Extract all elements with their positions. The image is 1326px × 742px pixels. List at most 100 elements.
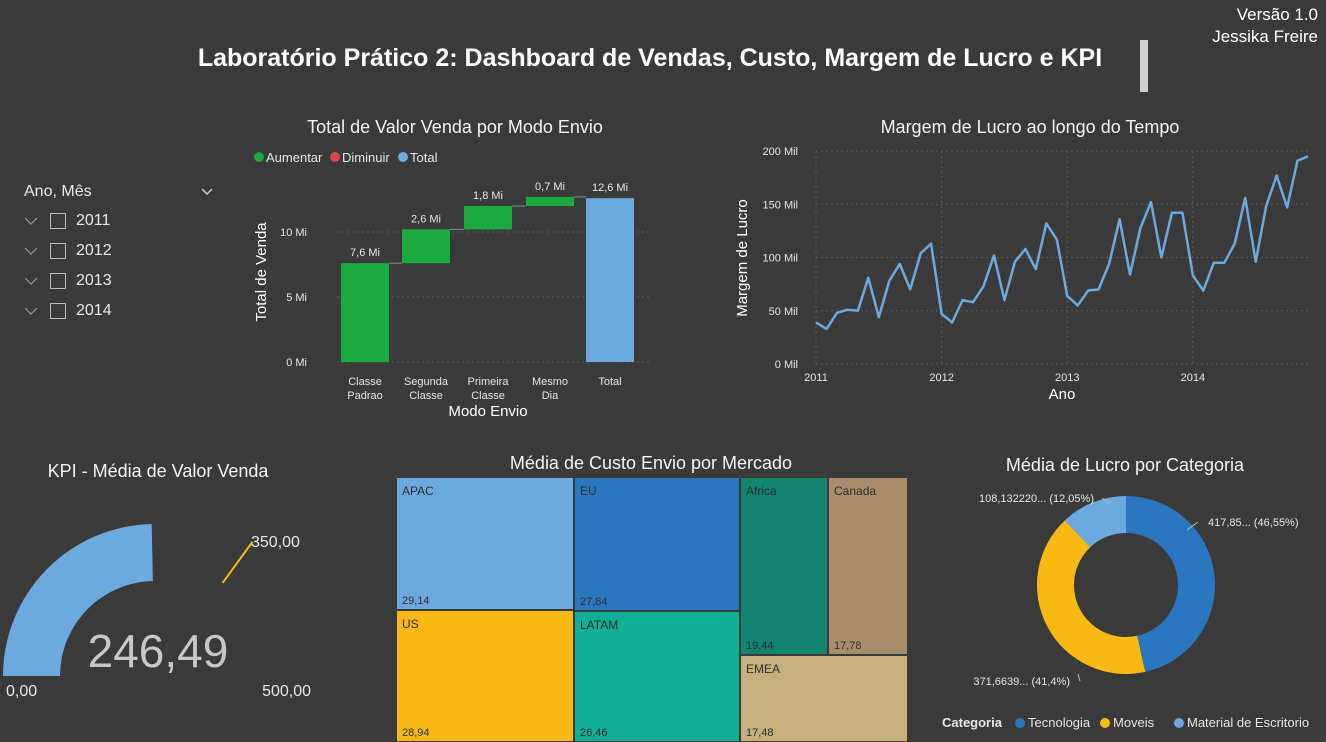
checkbox[interactable] [50, 303, 66, 319]
gauge-value: 246,49 [88, 625, 229, 677]
slice-label: 371,6639... (41,4%) [973, 676, 1070, 688]
category-label: Padrao [347, 390, 382, 402]
donut-slice [1037, 520, 1146, 674]
series-line [815, 155, 1309, 331]
category-label: Dia [542, 390, 559, 402]
y-axis-label: Margem de Lucro [734, 199, 751, 317]
category-label: Primeira [468, 376, 510, 388]
slicer-item-label: 2013 [76, 272, 112, 289]
market-shipping-cost-treemap: APAC 29,14 US 28,94 EU 27,84 LATAM 26,46… [396, 477, 908, 742]
treemap-tile-africa[interactable]: Africa 19,44 [740, 477, 828, 655]
category-label: Classe [409, 390, 443, 402]
waterfall-bar [586, 198, 634, 362]
profit-margin-line-chart[interactable]: 0 Mil 50 Mil 100 Mil 150 Mil 200 Mil 2011 2012… [730, 140, 1320, 410]
treemap-tile-apac[interactable]: APAC 29,14 [396, 477, 574, 610]
legend-marker [330, 152, 340, 162]
waterfall-chart[interactable]: Aumentar Diminuir Total 0 Mi 5 Mi 10 Mi Total … [240, 140, 680, 425]
slicer-item-2013[interactable]: 2013 [24, 266, 214, 296]
legend-marker [1015, 718, 1025, 728]
legend-label: Tecnologia [1028, 715, 1091, 730]
checkbox[interactable] [50, 213, 66, 229]
chevron-expand-icon[interactable] [24, 306, 40, 316]
x-axis-label: Modo Envio [448, 403, 527, 420]
y-tick-label: 100 Mil [763, 253, 798, 265]
category-label: Total [598, 376, 621, 388]
tile-value: 26,46 [580, 727, 608, 739]
author-label: Jessika Freire [1212, 27, 1318, 46]
legend-marker [398, 152, 408, 162]
slicer-item-2012[interactable]: 2012 [24, 236, 214, 266]
kpi-title: KPI - Média de Valor Venda [47, 461, 269, 481]
treemap-tile-latam[interactable]: LATAM 26,46 [574, 611, 740, 742]
slicer-item-label: 2014 [76, 302, 112, 319]
slicer-item-2014[interactable]: 2014 [24, 296, 214, 326]
legend-label: Diminuir [342, 150, 390, 165]
data-label: 2,6 Mi [411, 213, 441, 225]
y-tick-label: 5 Mi [286, 292, 307, 304]
donut-slice [1064, 496, 1126, 548]
gauge-min-label: 0,00 [6, 683, 37, 700]
x-tick-label: 2013 [1055, 372, 1079, 384]
year-month-slicer: Ano, Mês 2011 2012 2013 2014 [24, 180, 214, 326]
legend-label: Material de Escritorio [1187, 715, 1309, 730]
leader-line [1077, 673, 1081, 682]
tile-value: 29,14 [402, 595, 430, 607]
y-tick-label: 50 Mil [769, 306, 798, 318]
x-tick-label: 2012 [929, 372, 953, 384]
version-label: Versão 1.0 [1236, 5, 1318, 24]
tile-value: 28,94 [402, 727, 430, 739]
checkbox[interactable] [50, 273, 66, 289]
category-profit-donut-chart[interactable]: 417,85... (46,55%) 371,6639... (41,4%) 108… [930, 478, 1326, 742]
treemap-tile-eu[interactable]: EU 27,84 [574, 477, 740, 611]
page-title: Laboratório Prático 2: Dashboard de Vend… [197, 44, 1103, 72]
slice-label: 417,85... (46,55%) [1208, 517, 1299, 529]
title-accent-bar [1140, 40, 1148, 92]
y-tick-label: 150 Mil [763, 199, 798, 211]
checkbox[interactable] [50, 243, 66, 259]
category-label: Segunda [404, 376, 449, 388]
legend-marker [254, 152, 264, 162]
chevron-expand-icon[interactable] [24, 216, 40, 226]
kpi-gauge[interactable]: 350,00 246,49 0,00 500,00 [0, 500, 330, 710]
gauge-max-label: 500,00 [262, 683, 311, 700]
legend-label: Moveis [1113, 715, 1155, 730]
leader-line [1186, 521, 1199, 531]
y-tick-label: 200 Mil [763, 146, 798, 158]
chevron-expand-icon[interactable] [24, 276, 40, 286]
slicer-item-label: 2012 [76, 242, 112, 259]
treemap-tile-canada[interactable]: Canada 17,78 [828, 477, 908, 655]
chevron-down-icon[interactable] [200, 187, 214, 197]
tile-name: LATAM [580, 618, 619, 632]
tile-name: APAC [402, 484, 434, 498]
y-axis-label: Total de Venda [253, 222, 270, 322]
gauge-target-marker [221, 541, 254, 584]
tile-name: EMEA [746, 662, 781, 676]
tile-value: 17,78 [834, 640, 862, 652]
data-label: 7,6 Mi [350, 247, 380, 259]
legend-title: Categoria [942, 715, 1003, 730]
treemap-tile-emea[interactable]: EMEA 17,48 [740, 655, 908, 742]
slice-label: 108,132220... (12,05%) [979, 493, 1094, 505]
chevron-expand-icon[interactable] [24, 246, 40, 256]
category-label: Classe [348, 376, 382, 388]
line-chart-title: Margem de Lucro ao longo do Tempo [880, 117, 1180, 137]
treemap-title: Média de Custo Envio por Mercado [509, 453, 793, 473]
slicer-item-2011[interactable]: 2011 [24, 206, 214, 236]
version-info: Versão 1.0 Jessika Freire [1212, 4, 1318, 48]
slicer-item-label: 2011 [76, 212, 111, 229]
waterfall-chart-title: Total de Valor Venda por Modo Envio [307, 117, 603, 137]
treemap-tile-us[interactable]: US 28,94 [396, 610, 574, 742]
waterfall-bar [341, 263, 389, 362]
tile-name: US [402, 617, 419, 631]
legend-marker [1174, 718, 1184, 728]
data-label: 12,6 Mi [592, 182, 628, 194]
x-axis-label: Ano [1049, 386, 1076, 403]
tile-name: Africa [746, 484, 777, 498]
category-label: Mesmo [532, 376, 568, 388]
waterfall-bar [464, 206, 512, 230]
slicer-title: Ano, Mês [24, 183, 92, 200]
slicer-header[interactable]: Ano, Mês [24, 180, 214, 204]
legend-marker [1100, 718, 1110, 728]
y-tick-label: 10 Mi [280, 227, 307, 239]
tile-name: EU [580, 484, 597, 498]
